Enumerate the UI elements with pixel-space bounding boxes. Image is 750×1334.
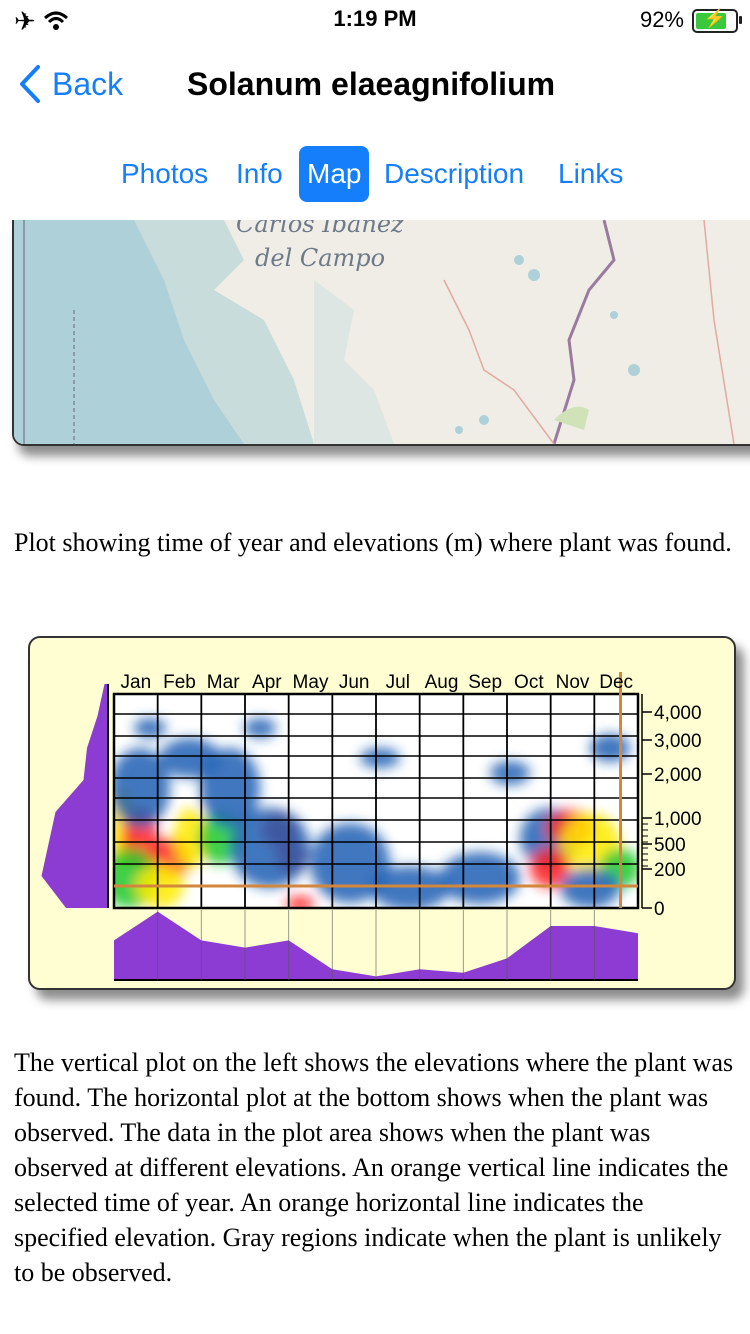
map-view[interactable]: Carlos Ibanez del Campo — [12, 220, 750, 446]
plot-caption: Plot showing time of year and elevations… — [14, 528, 732, 557]
month-label: Feb — [163, 672, 196, 693]
airplane-icon: ✈ — [14, 6, 36, 36]
map-place-label: Carlos Ibanez — [236, 220, 404, 238]
month-label: Dec — [599, 672, 633, 693]
wifi-icon — [44, 11, 69, 30]
plot-frame — [112, 692, 640, 910]
elevation-label: 500 — [654, 835, 686, 856]
month-label: Sep — [468, 672, 502, 693]
status-icons: ✈ — [14, 6, 69, 37]
battery-percentage: 92% — [639, 7, 684, 32]
month-label: May — [293, 672, 329, 693]
heat-cell — [590, 734, 630, 762]
tab-photos[interactable]: Photos — [121, 158, 209, 189]
month-label: Apr — [252, 672, 282, 693]
heat-cell — [440, 852, 520, 904]
elevation-label: 200 — [654, 860, 686, 881]
heat-cell — [244, 718, 276, 738]
month-label: Jul — [386, 672, 410, 693]
month-label: Jan — [121, 672, 152, 693]
heat-cell — [174, 808, 206, 868]
battery-icon: ⚡ — [692, 8, 742, 33]
back-button[interactable]: Back — [18, 64, 123, 104]
navigation-bar: Back Solanum elaeagnifolium — [0, 50, 750, 120]
heat-cell — [490, 761, 530, 785]
plot-svg: Jan Feb Mar Apr May Jun Jul Aug Sep Oct Nov Dec 4,0… — [41, 672, 702, 981]
heat-cell — [310, 823, 390, 903]
month-label: Mar — [207, 672, 240, 693]
heat-cell — [286, 896, 314, 908]
month-label: Aug — [425, 672, 459, 693]
map-tiles — [14, 220, 750, 444]
heat-cell — [134, 718, 166, 738]
elevation-label: 2,000 — [654, 765, 702, 786]
month-label: Jun — [339, 672, 370, 693]
plot-description: The vertical plot on the left shows the … — [14, 1048, 734, 1287]
elevation-time-plot: Jan Feb Mar Apr May Jun Jul Aug Sep Oct Nov Dec 4,0… — [28, 636, 736, 990]
chevron-left-icon — [20, 65, 40, 103]
tab-description[interactable]: Description — [384, 158, 525, 189]
elevation-label: 4,000 — [654, 703, 702, 724]
page-title: Solanum elaeagnifolium — [187, 66, 556, 102]
elevation-label: 0 — [654, 899, 665, 920]
tab-bar: Photos Info Map Description Links — [0, 146, 750, 202]
elevation-profile — [41, 684, 108, 908]
heat-cell — [200, 748, 260, 828]
tab-links[interactable]: Links — [558, 158, 624, 189]
heat-cell — [230, 808, 310, 888]
tab-info[interactable]: Info — [236, 158, 283, 189]
status-bar: ✈ 1:19 PM 92% ⚡ — [0, 0, 750, 40]
heat-cell — [560, 868, 620, 908]
heat-cell — [114, 748, 170, 828]
elevation-label: 3,000 — [654, 731, 702, 752]
back-label: Back — [52, 65, 124, 102]
status-time: 1:19 PM — [333, 6, 417, 31]
heat-cell — [360, 748, 400, 768]
map-place-label: del Campo — [255, 244, 386, 272]
month-label: Nov — [556, 672, 590, 693]
elevation-label: 1,000 — [654, 809, 702, 830]
tab-map[interactable]: Map — [299, 146, 370, 202]
heat-cell — [370, 866, 450, 908]
month-label: Oct — [514, 672, 544, 693]
